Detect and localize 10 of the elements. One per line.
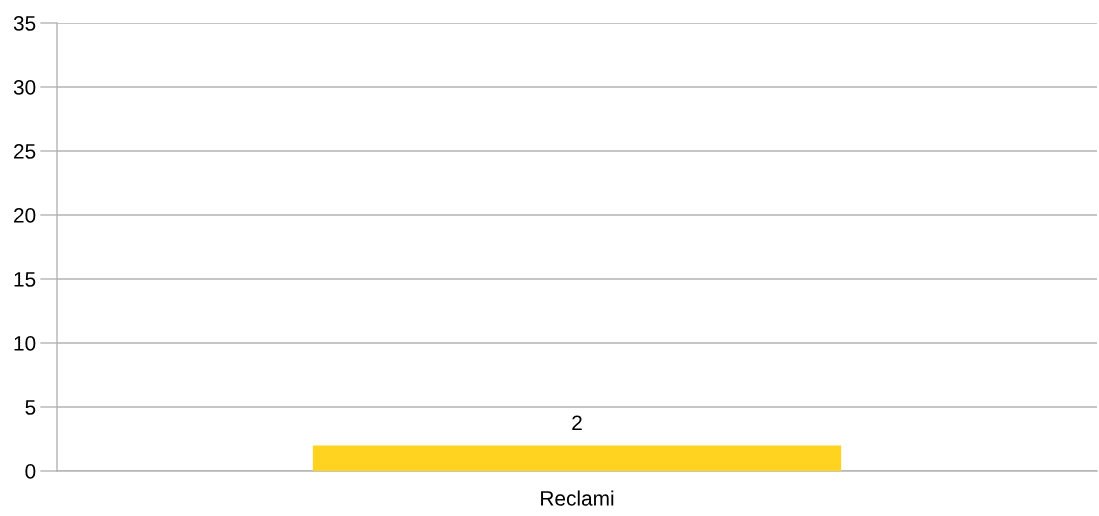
y-tick-label: 0 <box>25 464 36 479</box>
y-tick-label: 35 <box>13 16 36 31</box>
y-tick-label: 30 <box>13 80 36 95</box>
y-tick-label: 25 <box>14 144 36 159</box>
y-tick-label: 15 <box>14 272 36 287</box>
x-tick-label: Reclami <box>541 490 614 506</box>
y-tick-label: 20 <box>14 208 36 223</box>
data-label: 2 <box>572 415 582 430</box>
y-tick-label: 10 <box>14 336 36 351</box>
y-tick-label: 5 <box>25 400 36 415</box>
